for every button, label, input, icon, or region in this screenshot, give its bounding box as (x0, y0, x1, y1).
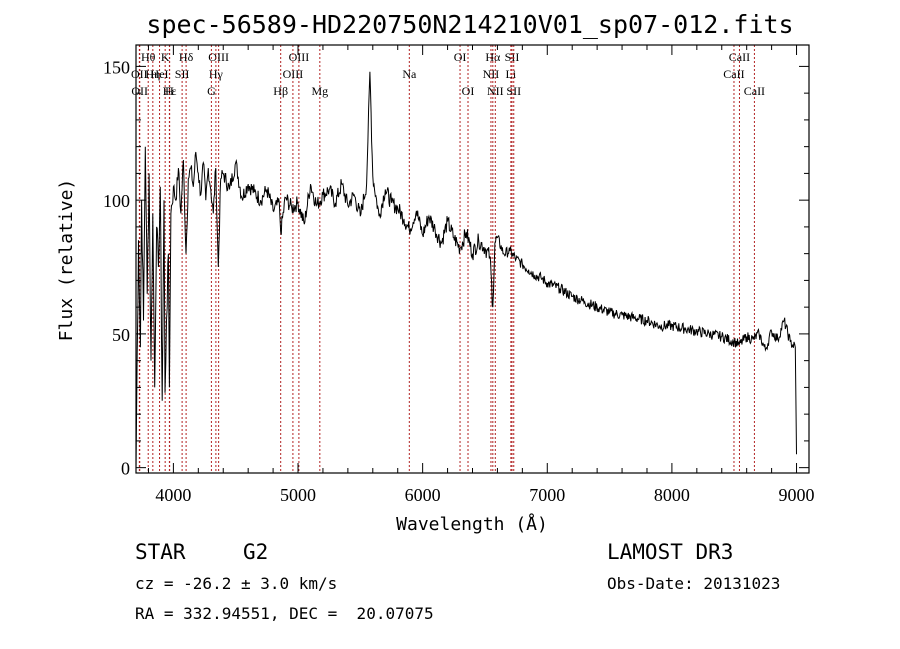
spectral-line-label-21: G (207, 84, 216, 98)
spectral-line-label-25: OI (462, 84, 475, 98)
spectral-line-label-10: Hη (145, 67, 160, 81)
spectral-line-label-16: Li (506, 67, 517, 81)
coords-text: RA = 332.94551, DEC = 20.07075 (135, 604, 434, 623)
spectral-line-label-18: OII (131, 84, 148, 98)
spectral-line-label-17: CaII (723, 67, 744, 81)
object-subclass: G2 (243, 540, 269, 564)
obs-date-text: Obs-Date: 20131023 (607, 574, 781, 593)
spectral-line-label-24: Na (402, 67, 417, 81)
object-class: STAR (135, 540, 186, 564)
x-tick-label-5: 9000 (779, 485, 815, 505)
y-tick-label-2: 100 (103, 191, 130, 211)
x-tick-label-2: 6000 (405, 485, 441, 505)
spectral-line-label-15: NII (483, 67, 500, 81)
y-axis-label: Flux (relative) (56, 179, 77, 342)
spectral-line-label-6: Hα (485, 50, 501, 64)
spectral-line-label-11: HeI (151, 67, 169, 81)
survey-label: LAMOST DR3 (607, 540, 734, 564)
x-tick-label-0: 4000 (155, 485, 191, 505)
spectral-line-label-14: OIII (283, 67, 304, 81)
spectral-line-label-23: Mg (311, 84, 328, 98)
spectral-line-label-0: Hθ (141, 50, 156, 64)
y-tick-label-1: 50 (112, 325, 130, 345)
series-line-0 (135, 71, 797, 468)
y-tick-label-0: 0 (121, 459, 130, 479)
spectral-line-label-20: H (165, 84, 174, 98)
x-tick-label-3: 7000 (529, 485, 565, 505)
spectral-line-label-3: OIII (208, 50, 229, 64)
spectral-line-label-4: OIII (289, 50, 310, 64)
velocity-text: cz = -26.2 ± 3.0 km/s (135, 574, 338, 593)
spectral-line-label-28: CaII (744, 84, 765, 98)
spectral-line-label-27: SII (506, 84, 521, 98)
spectral-line-label-26: NII (487, 84, 504, 98)
spectral-line-label-2: Hδ (179, 50, 194, 64)
spectral-line-label-1: K (161, 50, 170, 64)
y-tick-label-3: 150 (103, 57, 130, 77)
spectral-line-label-7: SII (505, 50, 520, 64)
chart-title: spec-56589-HD220750N214210V01_sp07-012.f… (146, 10, 793, 39)
x-tick-label-4: 8000 (654, 485, 690, 505)
spectral-line-label-5: OI (454, 50, 467, 64)
x-tick-label-1: 5000 (280, 485, 316, 505)
spectral-line-label-12: SII (175, 67, 190, 81)
x-axis-label: Wavelength (Å) (396, 513, 548, 535)
spectral-line-label-8: CaII (729, 50, 750, 64)
series-layer (135, 71, 797, 468)
ticks-layer: 4000 5000 6000 7000 8000 9000 0 50 100 150 (103, 45, 815, 505)
spectral-line-label-22: Hβ (273, 84, 288, 98)
spectral-line-label-13: Hγ (209, 67, 224, 81)
